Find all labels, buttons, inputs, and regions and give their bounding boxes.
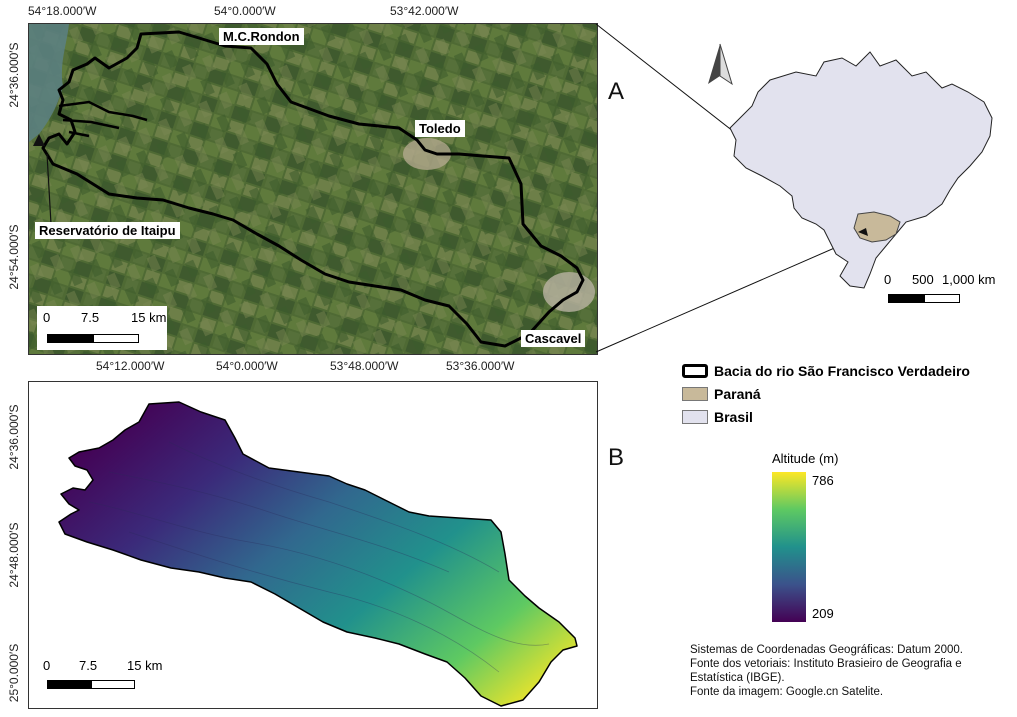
scale-label: 0 (884, 272, 892, 287)
coord-label: 54°18.000′W (28, 4, 97, 18)
source-notes: Sistemas de Coordenadas Geográficas: Dat… (690, 643, 1008, 699)
scale-label: 0 (43, 658, 51, 673)
panel-letter-a: A (608, 78, 625, 105)
coord-label: 54°0.000′W (214, 4, 276, 18)
scale-label: 1,000 km (942, 272, 996, 287)
coord-label: 24°36.000′S (7, 404, 21, 470)
brazil-outline (729, 51, 993, 289)
place-label-toledo: Toledo (415, 120, 465, 137)
legend-item: Brasil (682, 409, 753, 425)
legend-swatch (682, 410, 708, 424)
north-arrow-icon (33, 134, 45, 146)
satellite-map-panel: M.C.Rondon Toledo Reservatório de Itaipu… (28, 23, 598, 355)
scale-label: 0 (43, 310, 51, 325)
legend-swatch (682, 387, 708, 401)
scale-label: 15 km (131, 310, 167, 325)
coord-label: 24°36.000′S (7, 42, 21, 108)
note-line: Fonte dos vetoriais: Instituto Brasieiro… (690, 658, 962, 684)
satellite-image (29, 24, 597, 354)
altitude-color-ramp (772, 472, 806, 622)
coord-label: 25°0.000′S (7, 643, 21, 703)
scale-label: 500 (912, 272, 934, 287)
scale-label: 7.5 (79, 658, 98, 673)
scale-bar-inset: 0 500 1,000 km (880, 272, 1010, 312)
legend-item: Paraná (682, 386, 761, 402)
place-label-cascavel: Cascavel (521, 330, 586, 347)
legend-item: Bacia do rio São Francisco Verdadeiro (682, 363, 970, 379)
legend-label: Brasil (714, 409, 753, 425)
legend-swatch (682, 364, 708, 378)
basin-dem (58, 401, 578, 707)
note-line: Fonte da imagem: Google.cn Satelite. (690, 686, 884, 698)
place-label-mc-rondon: M.C.Rondon (219, 28, 304, 45)
brazil-inset-map (708, 43, 993, 289)
coord-label: 54°12.000′W (96, 359, 165, 373)
coord-label: 53°48.000′W (330, 359, 399, 373)
altitude-map-panel: 0 7.5 15 km (28, 381, 598, 709)
coord-label: 53°36.000′W (446, 359, 515, 373)
altitude-image (58, 401, 578, 707)
scale-label: 7.5 (81, 310, 100, 325)
scale-bar-b: 0 7.5 15 km (39, 654, 169, 698)
scale-label: 15 km (127, 658, 163, 673)
altitude-title: Altitude (m) (772, 451, 839, 466)
note-line: Sistemas de Coordenadas Geográficas: Dat… (690, 644, 963, 656)
north-arrow-icon (708, 43, 733, 86)
altitude-min-label: 209 (812, 606, 834, 621)
scale-bar-a: 0 7.5 15 km (37, 306, 167, 350)
legend-label: Bacia do rio São Francisco Verdadeiro (714, 363, 970, 379)
coord-label: 53°42.000′W (390, 4, 459, 18)
place-label-reservatorio: Reservatório de Itaipu (35, 222, 180, 239)
altitude-max-label: 786 (812, 473, 834, 488)
coord-label: 24°54.000′S (7, 224, 21, 290)
coord-label: 24°48.000′S (7, 522, 21, 588)
coord-label: 54°0.000′W (216, 359, 278, 373)
basin-outline (41, 30, 585, 348)
legend-label: Paraná (714, 386, 761, 402)
panel-letter-b: B (608, 444, 625, 471)
